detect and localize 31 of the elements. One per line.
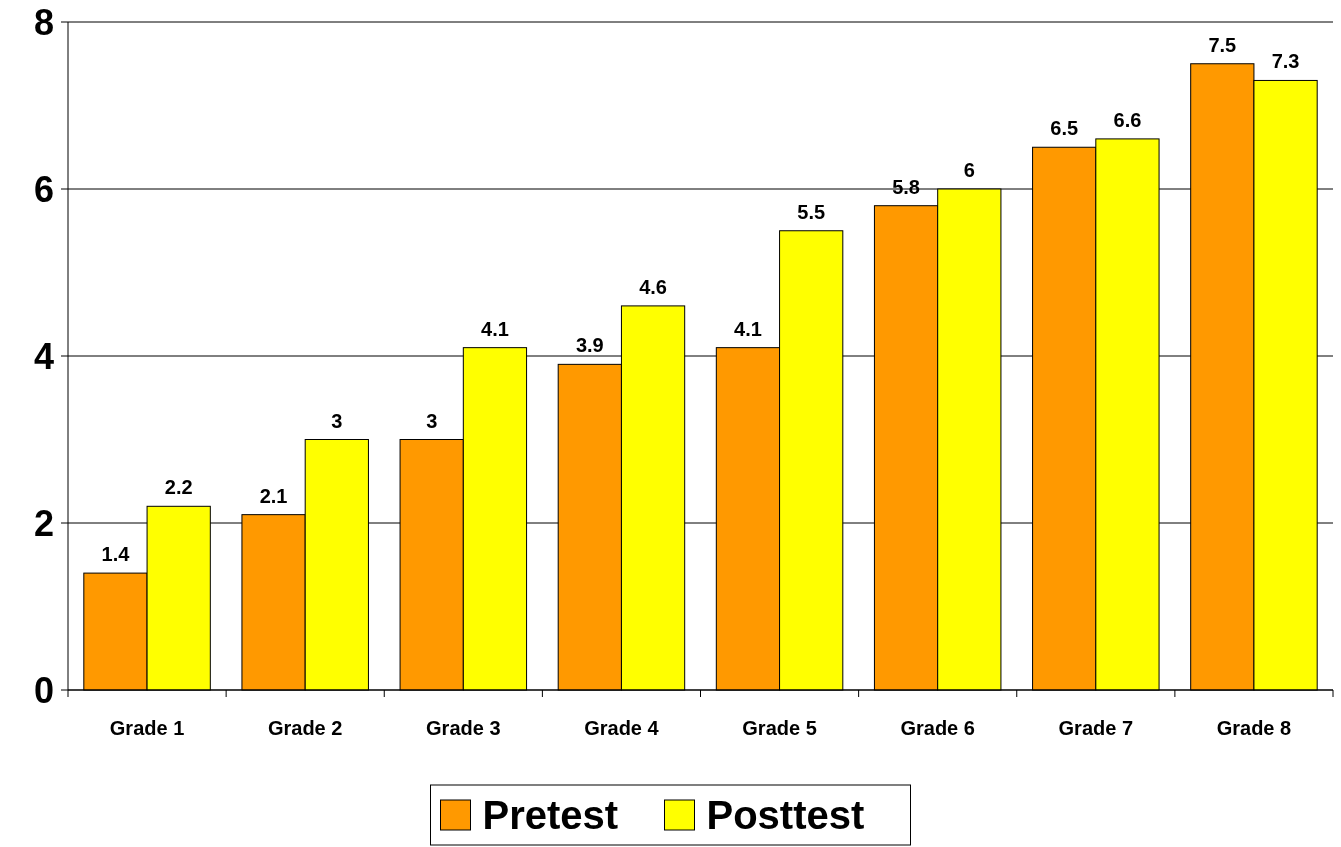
data-label: 4.1 [481, 317, 509, 340]
data-label: 6 [963, 159, 975, 181]
x-tick-label: Grade 7 [1058, 717, 1134, 739]
data-label: 5.5 [797, 200, 826, 223]
x-tick-label: Grade 5 [742, 717, 817, 739]
data-label: 2.1 [259, 484, 288, 507]
data-label: 5.8 [892, 175, 920, 198]
x-tick-label: Grade 2 [267, 717, 343, 739]
y-tick-label: 8 [33, 1, 54, 43]
data-label: 4.6 [639, 275, 667, 298]
x-tick-label: Grade 3 [426, 717, 501, 739]
legend-label: Posttest [706, 793, 865, 837]
data-label: 6.6 [1113, 108, 1142, 131]
y-tick-label: 6 [33, 168, 54, 210]
legend-label: Pretest [482, 793, 619, 837]
x-tick-label: Grade 8 [1216, 717, 1292, 739]
data-label: 3 [331, 409, 343, 432]
data-label: 4.1 [734, 317, 762, 340]
data-label: 7.3 [1271, 50, 1300, 73]
y-tick-label: 2 [33, 502, 54, 544]
data-label: 3.9 [575, 334, 604, 357]
x-tick-label: Grade 4 [584, 717, 660, 739]
data-label: 1.4 [101, 543, 131, 566]
data-label: 3 [426, 409, 438, 432]
data-label: 6.5 [1050, 117, 1079, 140]
x-tick-label: Grade 1 [109, 717, 185, 739]
data-label: 7.5 [1208, 33, 1237, 56]
x-tick-label: Grade 6 [900, 717, 975, 739]
y-tick-label: 4 [33, 335, 54, 377]
data-label: 2.2 [164, 476, 193, 499]
y-tick-label: 0 [33, 669, 54, 711]
